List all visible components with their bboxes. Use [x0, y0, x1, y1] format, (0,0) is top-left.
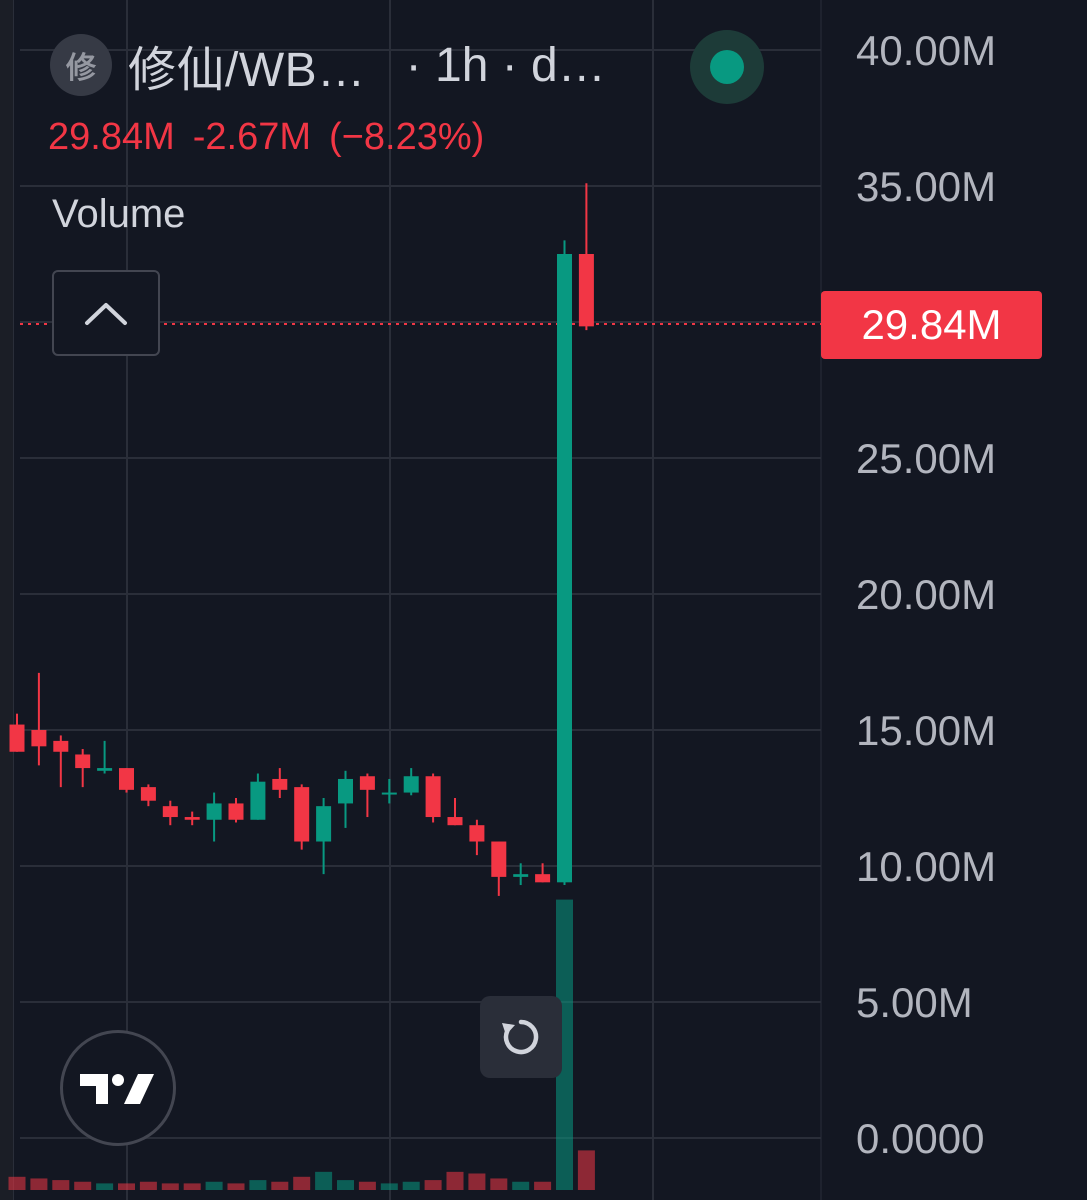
candle-body-up	[403, 776, 419, 793]
volume-bar	[424, 1180, 442, 1190]
last-value: 29.84M	[48, 116, 175, 158]
price-axis: 40.00M 35.00M 25.00M 20.00M 15.00M 10.00M 5.00…	[856, 27, 996, 1162]
volume-bar	[490, 1178, 508, 1190]
volume-bar	[30, 1178, 48, 1190]
volume-bar	[96, 1183, 114, 1190]
reset-icon	[502, 1019, 539, 1055]
volume-bar	[183, 1183, 201, 1190]
symbol-name[interactable]: 修仙/WB…	[128, 44, 366, 97]
volume-bar	[74, 1181, 92, 1190]
volume-bar	[249, 1180, 267, 1190]
volume-bar	[315, 1171, 333, 1190]
candle-body-down	[75, 754, 91, 769]
volume-bars	[8, 899, 595, 1190]
volume-bar	[161, 1183, 179, 1190]
volume-bar	[271, 1181, 289, 1190]
candle-body-down	[9, 724, 25, 752]
market-open-dot-icon	[710, 50, 744, 84]
candle-body-down	[119, 768, 134, 790]
candle-body-down	[425, 776, 441, 818]
volume-bar	[402, 1181, 420, 1190]
tradingview-logo-icon	[80, 1074, 154, 1104]
y-axis-tick-label: 0.0000	[856, 1115, 984, 1162]
volume-bar	[468, 1173, 486, 1190]
candle-body-down	[140, 787, 156, 801]
candle-body-down	[469, 825, 485, 842]
change-value: -2.67M	[192, 116, 312, 158]
candle-body-up	[557, 254, 572, 883]
volume-bar	[8, 1176, 26, 1190]
volume-bar	[118, 1183, 135, 1190]
candles	[9, 183, 594, 896]
left-edge-strip	[0, 0, 14, 1200]
candle-body-up	[206, 803, 222, 820]
ohlc-values: 29.84M -2.67M (−8.23%)	[48, 116, 502, 159]
candle-body-down	[162, 806, 178, 818]
volume-bar	[556, 899, 573, 1190]
chevron-up-icon	[85, 303, 127, 325]
y-axis-tick-label: 35.00M	[856, 163, 996, 210]
candle-body-up	[97, 768, 113, 771]
volume-bar	[227, 1183, 245, 1190]
candle-body-down	[447, 817, 463, 826]
tradingview-logo[interactable]	[60, 1030, 176, 1146]
candle-body-down	[491, 841, 507, 877]
y-axis-tick-label: 40.00M	[856, 27, 996, 74]
candle-body-down	[272, 778, 288, 790]
symbol-logo-icon: 修	[50, 34, 112, 96]
volume-bar	[139, 1181, 157, 1190]
candle-body-down	[31, 730, 47, 747]
y-axis-tick-label: 15.00M	[856, 707, 996, 754]
volume-bar	[512, 1181, 530, 1190]
y-axis-tick-label: 5.00M	[856, 979, 973, 1026]
candle-body-down	[53, 740, 69, 752]
candle-body-up	[338, 778, 353, 804]
candle-body-down	[184, 817, 200, 820]
change-percent: (−8.23%)	[329, 116, 485, 158]
candle-body-down	[294, 787, 310, 842]
candle-body-down	[535, 874, 551, 883]
last-price-axis-label: 29.84M	[821, 291, 1042, 359]
y-axis-tick-label: 10.00M	[856, 843, 996, 890]
grid-lines	[20, 0, 822, 1200]
y-axis-tick-label: 25.00M	[856, 435, 996, 482]
y-axis-tick-label: 20.00M	[856, 571, 996, 618]
volume-bar	[293, 1176, 311, 1190]
volume-bar	[446, 1171, 464, 1190]
candle-body-up	[513, 874, 529, 877]
candle-body-up	[250, 781, 266, 820]
candle-body-up	[316, 806, 332, 842]
volume-bar	[380, 1183, 398, 1190]
candle-body-down	[578, 254, 594, 327]
volume-bar	[205, 1181, 223, 1190]
collapse-legend-button[interactable]	[52, 270, 160, 356]
volume-bar	[52, 1180, 70, 1190]
symbol-meta[interactable]: · 1h · d…	[405, 38, 606, 92]
reset-chart-button[interactable]	[480, 996, 562, 1078]
candle-body-down	[359, 776, 375, 790]
chart-legend-header[interactable]: 修 修仙/WB… · 1h · d…	[50, 30, 606, 100]
volume-study-label[interactable]: Volume	[52, 192, 186, 236]
market-status-indicator[interactable]	[690, 30, 764, 104]
volume-bar	[534, 1181, 552, 1190]
volume-bar	[577, 1150, 595, 1190]
volume-bar	[358, 1181, 376, 1190]
candle-body-up	[381, 792, 397, 795]
volume-bar	[337, 1180, 354, 1190]
candle-body-down	[228, 803, 244, 820]
